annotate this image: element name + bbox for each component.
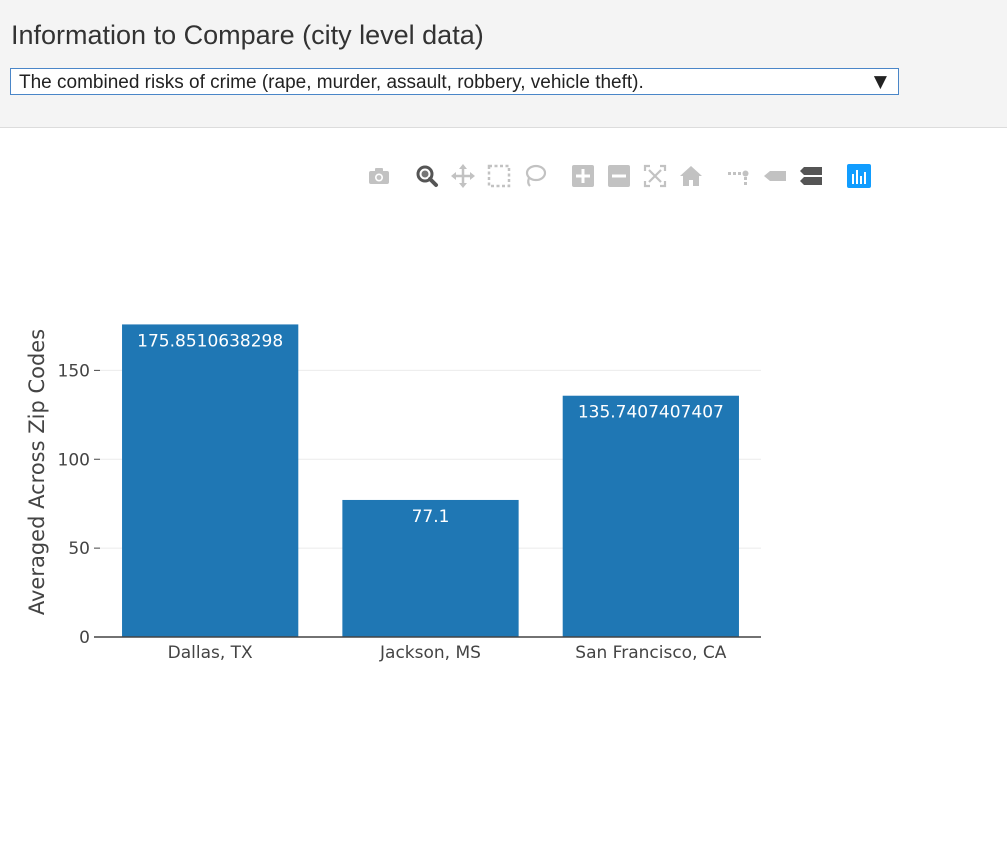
lasso-select-icon[interactable] <box>522 163 548 189</box>
bar[interactable] <box>122 324 299 637</box>
bar-value-label: 135.7407407407 <box>578 403 724 423</box>
spike-lines-icon[interactable] <box>726 163 752 189</box>
y-tick-label: 0 <box>79 628 90 648</box>
zoom-icon[interactable] <box>414 163 440 189</box>
bar-chart: 175.8510638298 77.1 135.7407407407 0 50 100 1… <box>25 324 761 663</box>
header-panel: Information to Compare (city level data)… <box>0 0 1007 128</box>
hover-compare-icon[interactable] <box>798 163 824 189</box>
plotly-logo-icon[interactable] <box>846 163 872 189</box>
bar[interactable] <box>342 499 519 637</box>
hover-closest-icon[interactable] <box>762 163 788 189</box>
reset-axes-icon[interactable] <box>678 163 704 189</box>
x-tick-label: Dallas, TX <box>168 643 253 663</box>
plot-modebar <box>366 163 876 191</box>
y-axis-title: Averaged Across Zip Codes <box>25 329 49 615</box>
zoom-in-icon[interactable] <box>570 163 596 189</box>
bars: 175.8510638298 77.1 135.7407407407 <box>122 324 739 637</box>
bar[interactable] <box>562 395 739 637</box>
y-tick-label: 50 <box>68 539 90 559</box>
y-tick-label: 100 <box>58 450 90 470</box>
zoom-out-icon[interactable] <box>606 163 632 189</box>
bar-value-label: 175.8510638298 <box>137 331 283 351</box>
camera-icon[interactable] <box>366 163 392 189</box>
axes: 0 50 100 150 Dallas, TX Jackson, MS San Franci… <box>58 361 761 663</box>
bar-value-label: 77.1 <box>412 507 450 527</box>
autoscale-icon[interactable] <box>642 163 668 189</box>
y-tick-label: 150 <box>58 361 90 381</box>
metric-dropdown[interactable]: The combined risks of crime (rape, murde… <box>10 68 899 95</box>
box-select-icon[interactable] <box>486 163 512 189</box>
page-title: Information to Compare (city level data) <box>11 20 484 50</box>
pan-icon[interactable] <box>450 163 476 189</box>
x-tick-label: Jackson, MS <box>379 643 481 663</box>
dropdown-selected-value: The combined risks of crime (rape, murde… <box>19 72 644 93</box>
chevron-down-icon[interactable]: ▼ <box>873 72 887 92</box>
x-tick-label: San Francisco, CA <box>575 643 726 663</box>
